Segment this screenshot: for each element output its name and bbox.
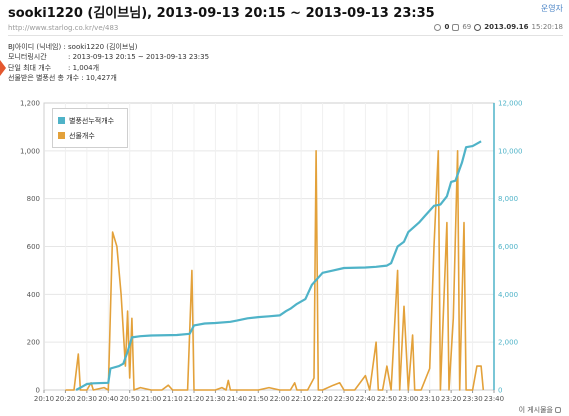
y-right-tick-label: 2,000 (498, 339, 518, 347)
x-tick-label: 20:20 (55, 395, 75, 403)
legend-label: 별풍선누적개수 (69, 116, 115, 125)
admin-link[interactable]: 운영자 (540, 4, 563, 13)
y-right-tick-label: 12,000 (498, 100, 523, 108)
x-tick-label: 23:30 (462, 395, 482, 403)
x-tick-label: 21:40 (227, 395, 247, 403)
info-row: 모니터링시간 : 2013-09-13 20:15 ~ 2013-09-13 23… (8, 52, 209, 62)
post-meta-row: http://www.starlog.co.kr/ve/483 0 69 201… (8, 22, 563, 36)
y-right-tick-label: 8,000 (498, 195, 518, 203)
info-key: BJ아이디 (닉네임) (8, 43, 62, 51)
y-right-tick-label: 10,000 (498, 147, 523, 155)
page-title: sooki1220 (김이브님), 2013-09-13 20:15 ~ 201… (8, 6, 435, 21)
view-count: 69 (462, 23, 472, 31)
info-row: 선물받은 별풍선 총 개수 : 10,427개 (8, 73, 209, 83)
x-tick-label: 23:10 (420, 395, 440, 403)
balloon-chart: 0 0 200 2,000 400 4,000 600 6,000 800 8,000 1,000 1… (20, 100, 523, 404)
chart-legend: 별풍선누적개수 선물개수 (52, 108, 128, 148)
x-tick-label: 22:00 (270, 395, 290, 403)
series-line-cumulative (75, 140, 482, 391)
post-date: 2013.09.16 (484, 23, 529, 31)
info-key: 단일 최대 개수 (8, 63, 52, 72)
info-value: : 1,004개 (68, 63, 100, 72)
x-tick-label: 23:00 (398, 395, 418, 403)
x-tick-label: 20:50 (120, 395, 140, 403)
y-right-tick-label: 0 (498, 387, 502, 395)
legend-label: 선물개수 (69, 131, 95, 140)
x-tick-label: 22:10 (291, 395, 311, 403)
x-tick-label: 22:20 (312, 395, 332, 403)
info-value: : 10,427개 (81, 74, 117, 83)
info-row: BJ아이디 (닉네임) : sooki1220 (김이브님) (8, 42, 209, 52)
post-header: sooki1220 (김이브님), 2013-09-13 20:15 ~ 201… (8, 0, 563, 22)
x-tick-label: 21:30 (205, 395, 225, 403)
y-left-tick-label: 1,000 (20, 147, 40, 155)
y-left-tick-label: 0 (36, 387, 40, 395)
views-icon (452, 23, 460, 31)
x-tick-label: 21:10 (162, 395, 182, 403)
y-left-tick-label: 800 (27, 195, 40, 203)
y-left-tick-label: 1,200 (20, 100, 40, 108)
y-left-tick-label: 600 (27, 243, 40, 251)
x-tick-label: 23:40 (484, 395, 504, 403)
x-tick-label: 21:00 (141, 395, 161, 403)
x-tick-label: 22:30 (334, 395, 354, 403)
y-left-tick-label: 400 (27, 291, 40, 299)
x-tick-label: 20:40 (98, 395, 118, 403)
comment-count: 0 (444, 23, 450, 31)
info-key: 선물받은 별풍선 총 개수 (8, 74, 80, 83)
chart-container: 0 0 200 2,000 400 4,000 600 6,000 800 8,000 1,000 1… (0, 94, 569, 416)
footer-share[interactable]: 이 게시물을 (519, 405, 561, 415)
x-tick-label: 20:30 (77, 395, 97, 403)
footer-link-text[interactable]: 이 게시물을 (518, 406, 553, 414)
x-tick-label: 22:50 (377, 395, 397, 403)
y-right-tick-label: 6,000 (498, 243, 518, 251)
info-row: 단일 최대 개수 : 1,004개 (8, 63, 209, 73)
x-tick-label: 22:40 (355, 395, 375, 403)
post-url[interactable]: http://www.starlog.co.kr/ve/483 (8, 24, 119, 32)
info-value: : 2013-09-13 20:15 ~ 2013-09-13 23:35 (68, 53, 210, 62)
share-icon[interactable] (555, 407, 561, 413)
legend-item-gift-count: 선물개수 (58, 128, 122, 143)
legend-swatch (58, 117, 65, 124)
info-key: 모니터링시간 (8, 53, 47, 62)
broadcast-info: BJ아이디 (닉네임) : sooki1220 (김이브님) 모니터링시간 : 2… (8, 42, 209, 84)
legend-swatch (58, 132, 65, 139)
x-tick-label: 20:10 (34, 395, 54, 403)
comment-icon (434, 23, 442, 31)
side-arrow-icon (0, 60, 6, 76)
y-left-tick-label: 200 (27, 339, 40, 347)
post-time: 15:20:18 (531, 23, 563, 31)
clock-icon (474, 23, 482, 31)
post-meta: 0 69 2013.09.16 15:20:18 (434, 23, 563, 31)
info-value: : sooki1220 (김이브님) (63, 43, 138, 51)
x-tick-label: 21:50 (248, 395, 268, 403)
y-right-tick-label: 4,000 (498, 291, 518, 299)
x-tick-label: 21:20 (184, 395, 204, 403)
legend-item-cumulative: 별풍선누적개수 (58, 113, 122, 128)
x-tick-label: 23:20 (441, 395, 461, 403)
